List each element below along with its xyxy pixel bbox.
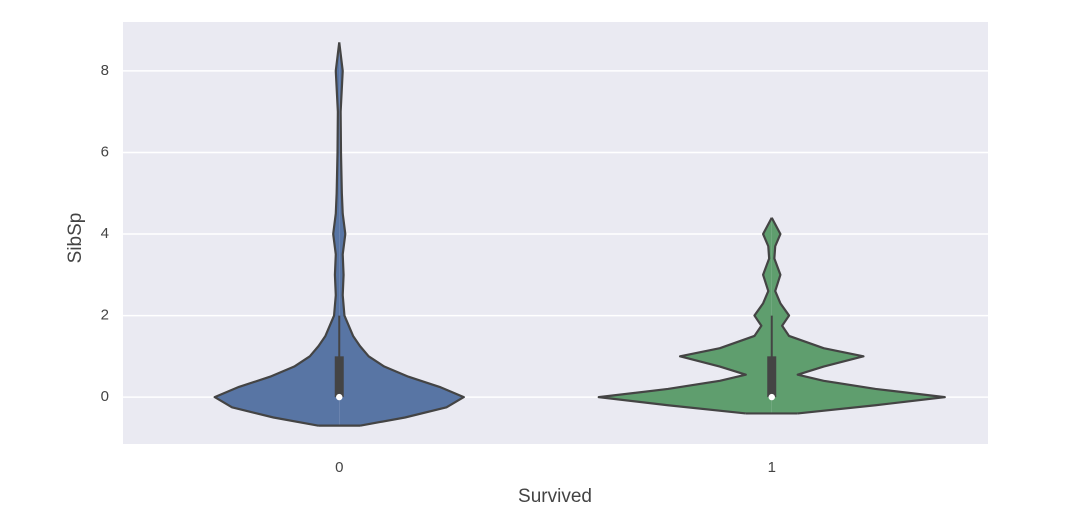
- violin-outline: [770, 217, 946, 415]
- median: [768, 393, 775, 401]
- violin-outline: [597, 217, 773, 415]
- box: [334, 356, 344, 398]
- violin-outline: [338, 42, 465, 427]
- y-tick-label: 6: [101, 143, 109, 160]
- x-axis-label: Survived: [518, 486, 592, 507]
- violin-outline: [213, 42, 341, 427]
- violin-body: [771, 217, 945, 414]
- violin-body: [214, 42, 340, 426]
- y-tick-label: 4: [101, 225, 109, 242]
- y-tick-label: 2: [101, 307, 109, 324]
- y-tick-label: 8: [101, 62, 109, 79]
- violin-body: [339, 42, 464, 426]
- violin-body: [598, 217, 772, 414]
- plot-area: [123, 22, 988, 444]
- box: [767, 356, 777, 398]
- median: [336, 393, 343, 401]
- x-tick-label: 0: [335, 459, 343, 476]
- x-tick-label: 1: [768, 459, 776, 476]
- y-tick-label: 0: [101, 388, 109, 405]
- y-axis-label: SibSp: [65, 213, 86, 264]
